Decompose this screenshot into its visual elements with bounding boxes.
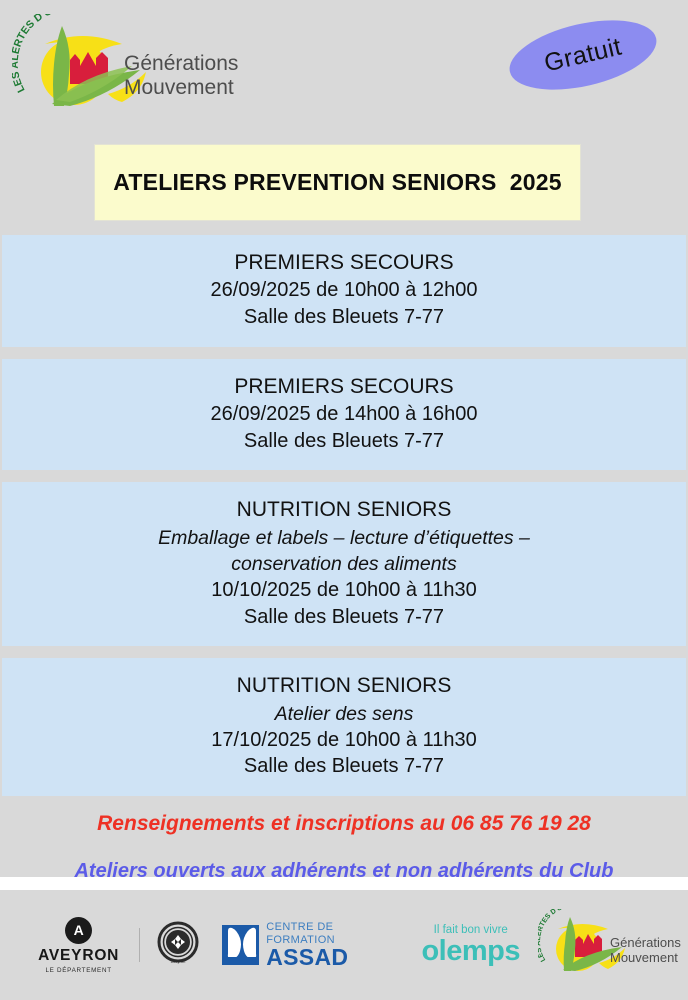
seal-svg: Aveyron — [157, 921, 199, 964]
assad-logo: CENTRE DE FORMATION ASSAD — [222, 921, 395, 968]
aveyron-mark-icon: A — [65, 916, 93, 944]
title-banner: ATELIERS PREVENTION SENIORS 2025 — [95, 145, 580, 220]
assad-text: CENTRE DE FORMATION ASSAD — [266, 921, 395, 968]
footer-separator — [0, 877, 688, 890]
footer-logo-brand-line2: Mouvement — [610, 950, 678, 965]
aveyron-seal-stamp-icon: Aveyron — [156, 921, 200, 970]
page-header: LES ALERTES D'OLEMPS Générations Mouveme… — [0, 0, 688, 130]
workshop-title: PREMIERS SECOURS — [234, 374, 454, 398]
aveyron-subtitle: LE DÉPARTEMENT — [45, 966, 112, 974]
footer-logo-svg: LES ALERTES D'OLEMPS Générations Mouveme… — [535, 902, 681, 971]
aveyron-name: AVEYRON — [38, 946, 120, 964]
title-banner-wrap: ATELIERS PREVENTION SENIORS 2025 — [0, 130, 688, 235]
workshop-title: NUTRITION SENIORS — [236, 674, 452, 698]
castle-shape — [70, 52, 108, 80]
workshop-subtitle: Emballage et labels – lecture d’étiquett… — [158, 526, 530, 549]
workshop-location: Salle des Bleuets 7-77 — [243, 755, 445, 778]
assad-hands-icon — [222, 925, 260, 965]
workshop-datetime: 26/09/2025 de 14h00 à 16h00 — [210, 402, 478, 425]
gratuit-badge-label: Gratuit — [541, 32, 625, 77]
workshop-subtitle: Atelier des sens — [274, 702, 414, 725]
footer-logo-brand-line1: Générations — [610, 935, 681, 950]
workshop-datetime: 17/10/2025 de 10h00 à 11h30 — [211, 728, 477, 751]
workshop-title: NUTRITION SENIORS — [236, 498, 452, 522]
workshop-title: PREMIERS SECOURS — [234, 251, 454, 274]
logo-brand-line2: Mouvement — [124, 76, 234, 99]
olemps-logo: Il fait bon vivre olemps — [421, 924, 520, 966]
logo-brand-line1: Générations — [124, 52, 238, 75]
footer-generations-mouvement-logo: LES ALERTES D'OLEMPS Générations Mouveme… — [535, 902, 688, 981]
gratuit-badge: Gratuit — [502, 7, 664, 103]
olemps-name: olemps — [421, 934, 520, 967]
assad-line-1: CENTRE DE FORMATION — [266, 921, 336, 946]
workshop-panel: NUTRITION SENIORS Emballage et labels – … — [2, 482, 686, 647]
workshop-datetime: 26/09/2025 de 10h00 à 12h00 — [210, 279, 478, 302]
contact-phone-line: Renseignements et inscriptions au 06 85 … — [97, 812, 591, 836]
workshop-location: Salle des Bleuets 7-77 — [243, 305, 445, 328]
workshop-datetime: 10/10/2025 de 10h00 à 11h30 — [211, 578, 477, 601]
workshop-subtitle-2: conservation des aliments — [231, 552, 457, 575]
assad-line-2: ASSAD — [266, 943, 349, 970]
workshop-location: Salle des Bleuets 7-77 — [243, 429, 445, 452]
workshop-list: PREMIERS SECOURS 26/09/2025 de 10h00 à 1… — [0, 235, 688, 797]
olemps-tagline: Il fait bon vivre — [433, 924, 508, 937]
footer-logos: A AVEYRON LE DÉPARTEMENT Aveyron CENTRE … — [0, 890, 688, 1000]
footer-divider — [139, 928, 141, 962]
workshop-panel: NUTRITION SENIORS Atelier des sens 17/10… — [2, 658, 686, 797]
assad-hands-svg — [222, 925, 260, 965]
aveyron-logo: A AVEYRON LE DÉPARTEMENT — [34, 916, 123, 974]
page-title: ATELIERS PREVENTION SENIORS 2025 — [113, 169, 562, 195]
aveyron-mark-letter: A — [73, 922, 84, 938]
cypress-shape — [53, 26, 70, 106]
svg-text:Aveyron: Aveyron — [171, 959, 186, 964]
workshop-panel: PREMIERS SECOURS 26/09/2025 de 14h00 à 1… — [2, 358, 686, 471]
notice-line-1: Ateliers ouverts aux adhérents et non ad… — [74, 860, 614, 883]
generations-mouvement-logo: LES ALERTES D'OLEMPS Générations Mouveme… — [9, 1, 247, 114]
workshop-panel: PREMIERS SECOURS 26/09/2025 de 10h00 à 1… — [2, 235, 686, 347]
logo-svg: LES ALERTES D'OLEMPS Générations Mouveme… — [9, 1, 238, 106]
workshop-location: Salle des Bleuets 7-77 — [243, 605, 445, 628]
